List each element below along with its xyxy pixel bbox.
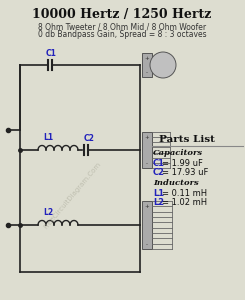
- Text: C1: C1: [153, 159, 165, 168]
- Text: Inductors: Inductors: [153, 179, 199, 187]
- Text: L2: L2: [153, 198, 164, 207]
- Circle shape: [150, 52, 176, 78]
- Text: L2: L2: [43, 208, 53, 217]
- Text: = 17.93 uF: = 17.93 uF: [162, 168, 208, 177]
- Bar: [142, 53, 152, 77]
- Text: +: +: [145, 204, 149, 209]
- Text: -: -: [146, 70, 148, 75]
- Text: C2: C2: [153, 168, 165, 177]
- Text: 0 db Bandpass Gain, Spread = 8 : 3 octaves: 0 db Bandpass Gain, Spread = 8 : 3 octav…: [38, 30, 206, 39]
- Text: Parts List: Parts List: [159, 135, 215, 144]
- Text: 10000 Hertz / 1250 Hertz: 10000 Hertz / 1250 Hertz: [32, 8, 212, 21]
- Text: +: +: [145, 135, 149, 140]
- Text: = 1.99 uF: = 1.99 uF: [162, 159, 203, 168]
- Text: 8 Ohm Tweeter / 8 Ohm Mid / 8 Ohm Woofer: 8 Ohm Tweeter / 8 Ohm Mid / 8 Ohm Woofer: [38, 22, 206, 31]
- Text: = 1.02 mH: = 1.02 mH: [162, 198, 207, 207]
- Text: L1: L1: [43, 133, 53, 142]
- Text: -: -: [146, 161, 148, 166]
- Bar: [142, 132, 152, 168]
- Text: Capacitors: Capacitors: [153, 149, 203, 157]
- Text: +: +: [145, 56, 149, 61]
- Text: C1: C1: [46, 49, 57, 58]
- Text: -: -: [146, 242, 148, 247]
- Bar: [142, 201, 152, 249]
- Text: FreeCircuitDiagram.Com: FreeCircuitDiagram.Com: [42, 160, 102, 230]
- Text: L1: L1: [153, 189, 164, 198]
- Text: = 0.11 mH: = 0.11 mH: [162, 189, 207, 198]
- Text: C2: C2: [84, 134, 95, 143]
